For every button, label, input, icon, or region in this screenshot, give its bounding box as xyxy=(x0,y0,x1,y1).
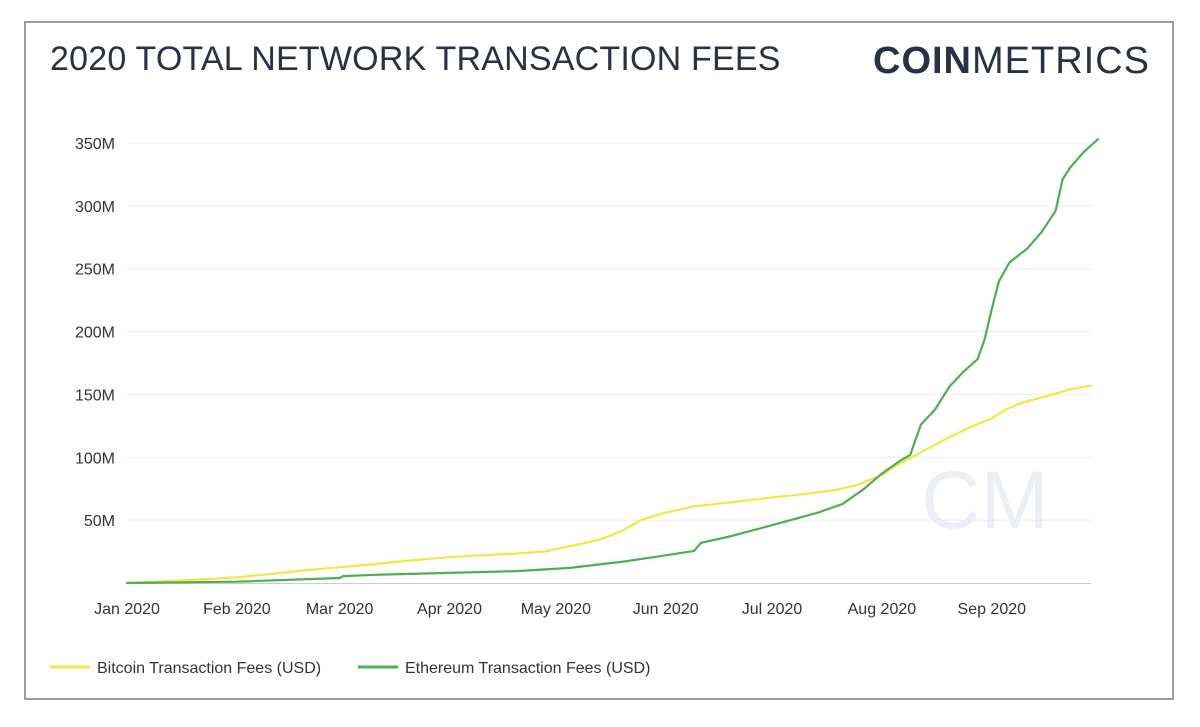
y-tick-label: 250M xyxy=(75,262,115,279)
x-tick-label: Apr 2020 xyxy=(417,601,482,618)
series-lines xyxy=(125,138,1100,585)
x-tick-label: Sep 2020 xyxy=(958,601,1027,618)
watermark-logo: CM xyxy=(921,455,1049,546)
legend: Bitcoin Transaction Fees (USD) Ethereum T… xyxy=(50,660,650,677)
coinmetrics-logo: COINMETRICS xyxy=(873,40,1150,83)
x-tick-label: Jul 2020 xyxy=(742,601,803,618)
grid-lines xyxy=(127,142,1091,521)
logo-light-text: METRICS xyxy=(972,40,1150,82)
y-tick-label: 350M xyxy=(75,136,115,153)
y-tick-label: 100M xyxy=(75,450,115,467)
logo-bold-text: COIN xyxy=(873,40,972,82)
y-tick-label: 150M xyxy=(75,387,115,404)
x-tick-label: Mar 2020 xyxy=(306,601,374,618)
chart-frame xyxy=(24,21,1174,700)
x-tick-label: Jun 2020 xyxy=(633,601,699,618)
x-tick-label: Feb 2020 xyxy=(203,601,271,618)
legend-label: Ethereum Transaction Fees (USD) xyxy=(405,660,650,677)
y-tick-label: 300M xyxy=(75,199,115,216)
chart-title: 2020 TOTAL NETWORK TRANSACTION FEES xyxy=(50,40,781,78)
legend-label: Bitcoin Transaction Fees (USD) xyxy=(97,660,321,677)
axes: 50M 100M 150M 200M 250M 300M 350M Jan 2020 Feb 2… xyxy=(75,136,1091,618)
bitcoin-fees-line xyxy=(125,384,1093,585)
x-tick-label: Jan 2020 xyxy=(94,601,160,618)
ethereum-fees-line xyxy=(125,138,1100,585)
x-tick-label: Aug 2020 xyxy=(848,601,917,618)
x-tick-label: May 2020 xyxy=(521,601,591,618)
y-tick-label: 50M xyxy=(84,513,115,530)
y-tick-label: 200M xyxy=(75,325,115,342)
